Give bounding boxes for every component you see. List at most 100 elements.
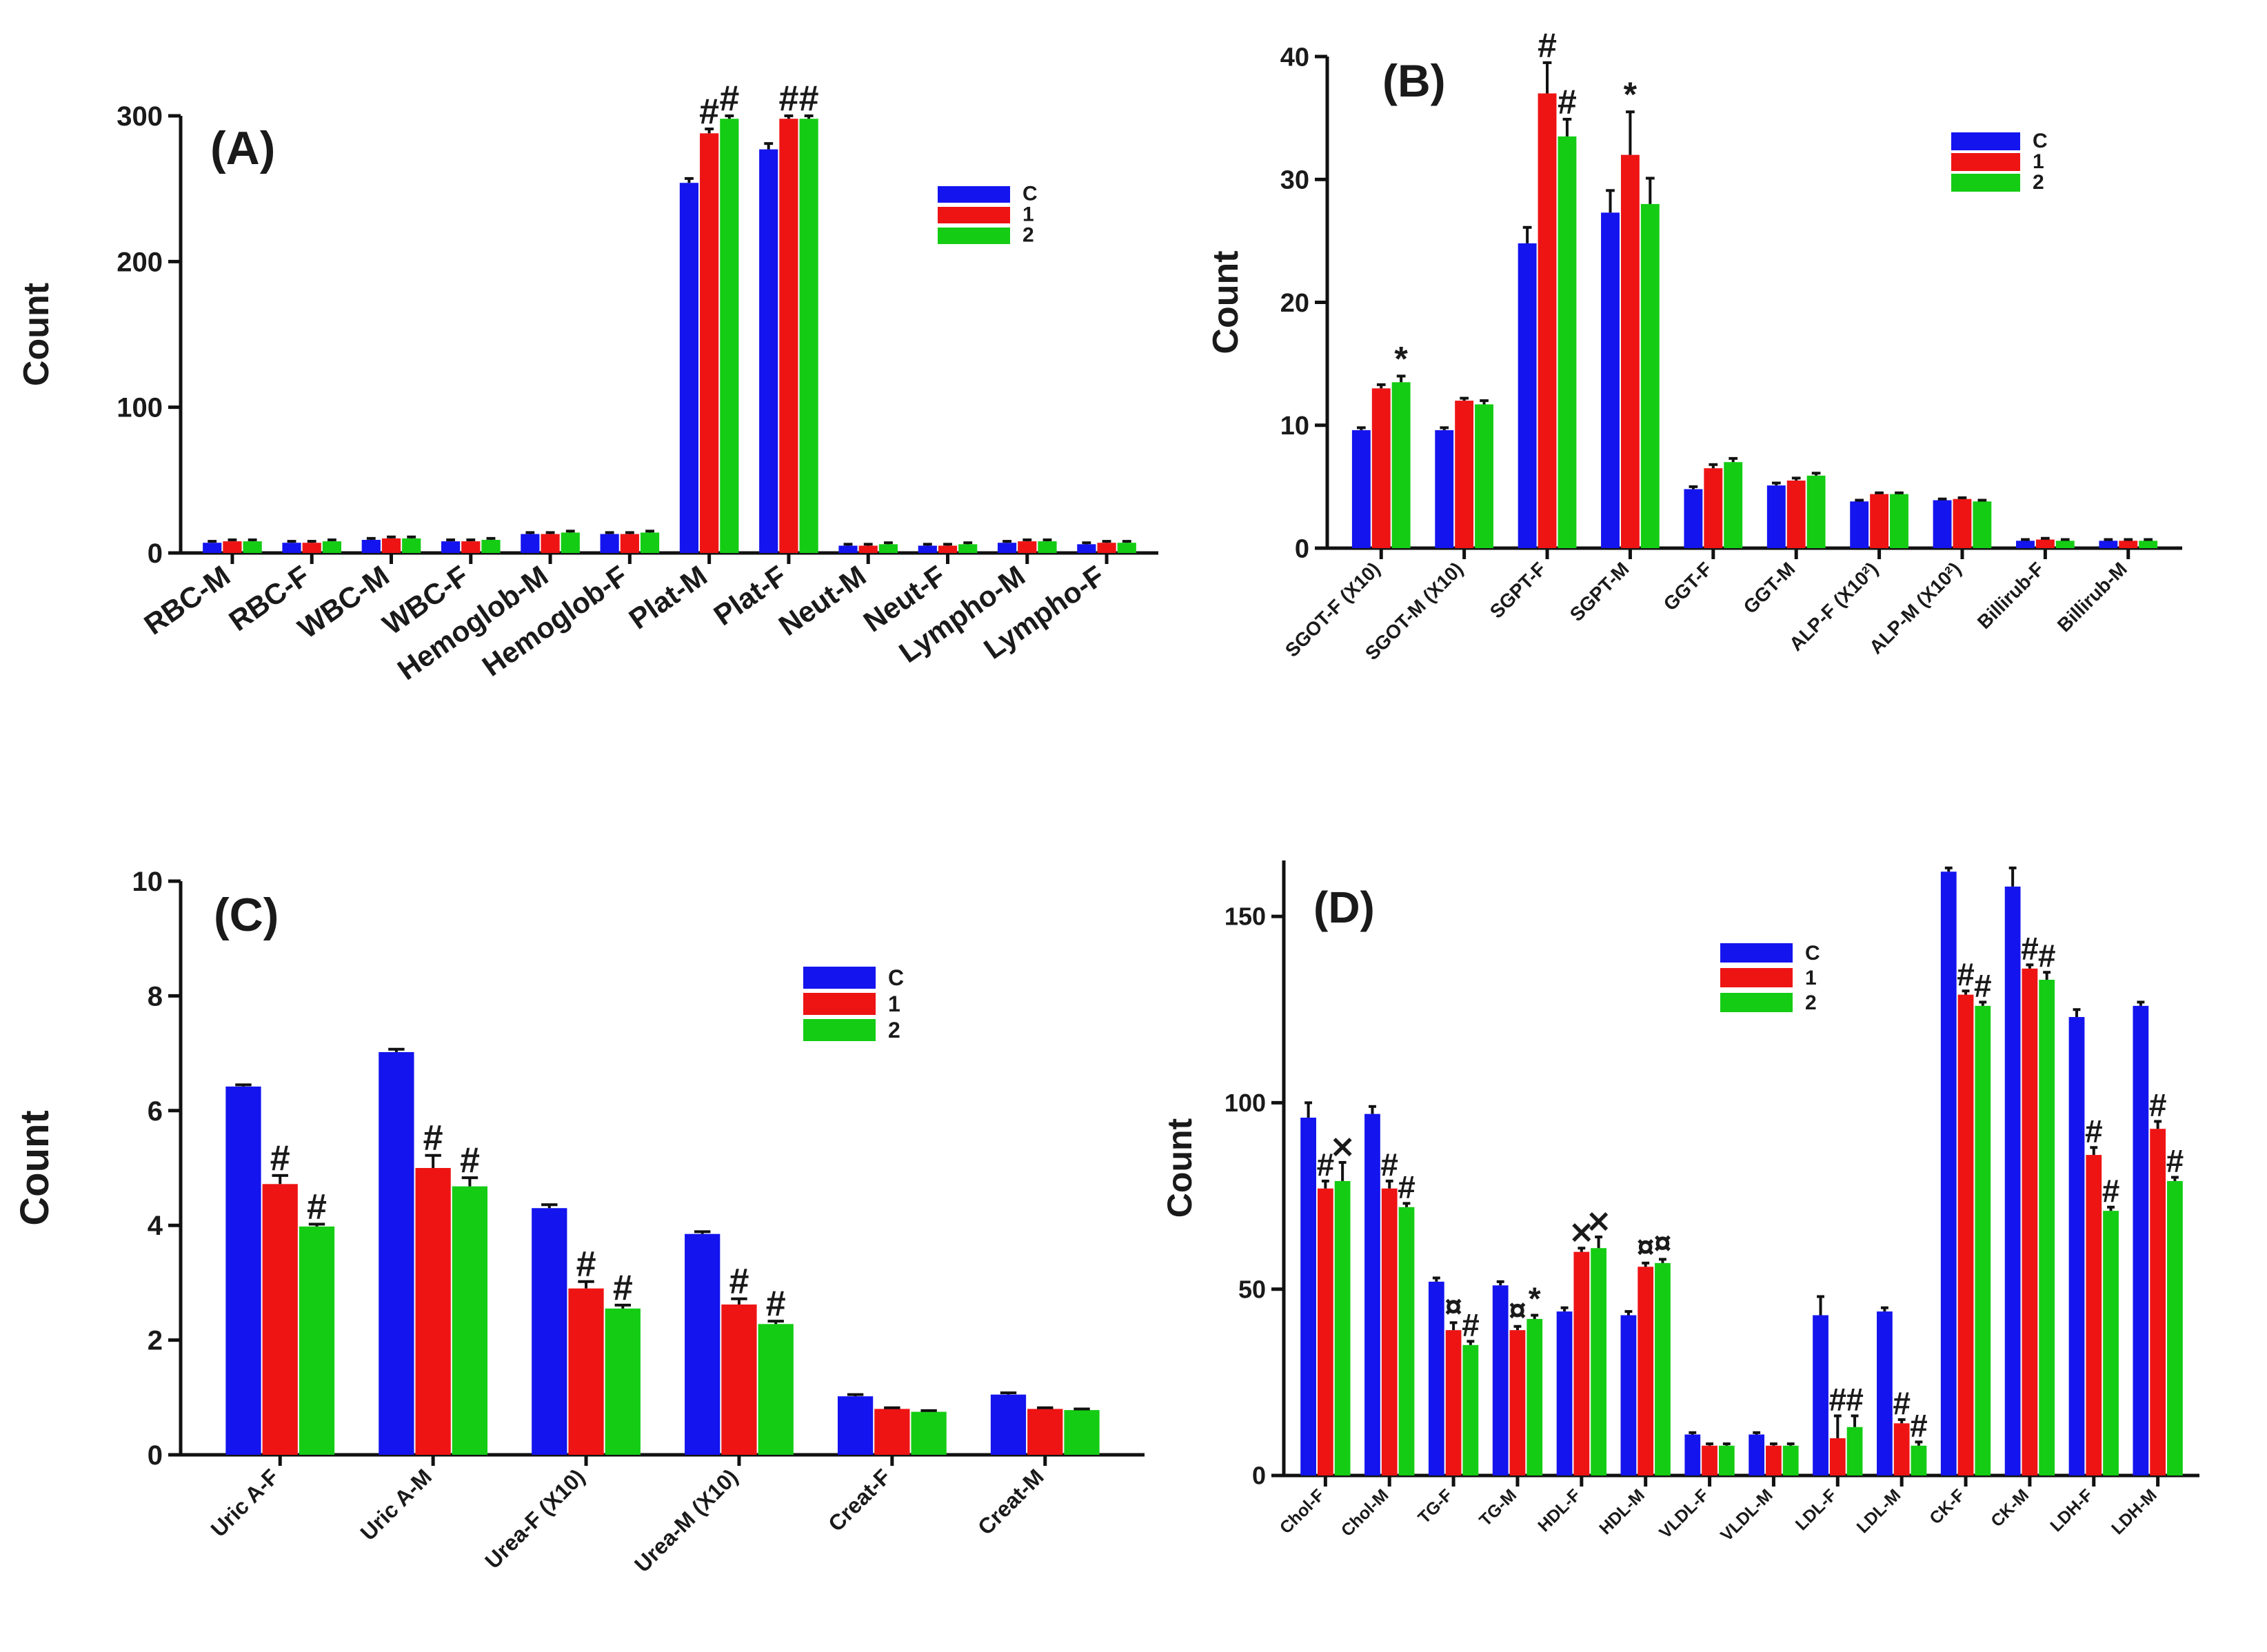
bar-tg-m-series-c	[1492, 1285, 1509, 1475]
bar-sgot-m-x10-series-c	[1435, 430, 1454, 548]
x-tick-label-urea-f-x10: Urea-F (X10)	[480, 1464, 590, 1573]
bar-urea-f-x10-series-c	[532, 1208, 567, 1455]
bar-ldh-f-series-c	[2068, 1017, 2085, 1475]
bar-billirub-f-series-2	[2055, 541, 2075, 548]
bar-urea-f-x10-series-1	[568, 1288, 604, 1455]
bar-uric-a-m-series-1	[415, 1168, 451, 1455]
bar-tg-m-series-1	[1509, 1330, 1526, 1475]
bar-hdl-m-series-1	[1638, 1267, 1654, 1475]
legend-label-c: C	[1022, 182, 1038, 205]
legend-swatch-1	[803, 993, 876, 1015]
bar-plat-m-series-c	[679, 183, 699, 553]
bar-sgot-f-x10-series-2	[1391, 382, 1411, 548]
bar-ldl-m-series-2	[1911, 1445, 1927, 1475]
x-tick-label-ggt-m: GGT-M	[1740, 558, 1800, 618]
y-axis-label: Count	[1160, 1118, 1199, 1218]
bar-urea-m-x10-series-c	[685, 1233, 721, 1455]
bar-tg-f-series-1	[1445, 1330, 1462, 1475]
legend-label-1: 1	[1022, 203, 1034, 225]
bar-plat-f-series-2	[799, 119, 818, 553]
bar-uric-a-f-series-c	[225, 1086, 261, 1455]
x-tick-label-vldl-m: VLDL-M	[1717, 1485, 1777, 1545]
legend-label-2: 2	[1805, 991, 1817, 1014]
x-tick-label-tg-m: TG-M	[1475, 1485, 1520, 1530]
bar-vldl-f-series-c	[1684, 1434, 1701, 1475]
y-tick-label: 150	[1225, 903, 1266, 931]
significance-marker: ⨯	[1329, 1128, 1356, 1164]
y-tick-label: 8	[148, 981, 163, 1011]
y-tick-label: 2	[148, 1326, 163, 1356]
bar-uric-a-f-series-2	[299, 1226, 335, 1455]
bar-alp-m-x10-series-c	[1933, 500, 1952, 548]
bar-rbc-f-series-c	[282, 543, 301, 553]
y-axis-label: Count	[1206, 250, 1246, 354]
bar-ck-m-series-2	[2039, 979, 2055, 1475]
x-tick-label-ldh-f: LDH-F	[2046, 1485, 2097, 1535]
significance-marker: #	[1538, 26, 1557, 65]
bar-tg-f-series-2	[1462, 1344, 1479, 1475]
significance-marker: #	[1829, 1382, 1847, 1418]
bar-sgot-f-x10-series-1	[1371, 388, 1391, 548]
bar-rbc-m-series-2	[243, 541, 262, 553]
x-tick-label-uric-a-m: Uric A-M	[355, 1464, 436, 1545]
bar-hdl-f-series-1	[1573, 1251, 1590, 1475]
bar-sgpt-m-series-c	[1601, 212, 1620, 548]
significance-marker: #	[2085, 1113, 2103, 1149]
significance-marker: #	[1893, 1385, 1911, 1421]
legend-swatch-2	[1720, 993, 1793, 1012]
legend: C12	[1720, 942, 1820, 1014]
bar-urea-f-x10-series-2	[605, 1308, 641, 1455]
legend-label-1: 1	[888, 991, 900, 1016]
bar-uric-a-f-series-1	[262, 1184, 298, 1455]
bar-creat-m-series-2	[1064, 1410, 1100, 1455]
legend-label-1: 1	[1805, 967, 1817, 989]
y-axis-label: Count	[17, 283, 57, 386]
bar-neut-f-series-c	[918, 545, 937, 553]
bar-ck-m-series-c	[2004, 886, 2021, 1475]
x-tick-label-ck-m: CK-M	[1987, 1485, 2033, 1531]
bar-ldl-f-series-c	[1813, 1315, 1828, 1475]
legend-swatch-1	[1720, 968, 1793, 987]
bar-rbc-f-series-2	[322, 541, 342, 553]
bar-alp-f-x10-series-c	[1850, 501, 1869, 548]
x-tick-label-plat-m: Plat-M	[623, 559, 713, 636]
bar-hdl-m-series-2	[1655, 1262, 1671, 1475]
significance-marker: *	[1624, 75, 1638, 114]
significance-marker: ⨯	[1585, 1202, 1612, 1238]
bar-ldh-m-series-2	[2167, 1180, 2183, 1475]
x-tick-label-urea-m-x10: Urea-M (X10)	[629, 1464, 743, 1577]
bar-urea-m-x10-series-2	[758, 1324, 794, 1455]
bar-uric-a-m-series-c	[379, 1051, 414, 1455]
significance-marker: #	[2102, 1173, 2120, 1209]
x-tick-label-ldl-f: LDL-F	[1792, 1485, 1841, 1534]
x-tick-label-uric-a-f: Uric A-F	[206, 1464, 284, 1542]
bar-hdl-m-series-c	[1620, 1315, 1637, 1475]
significance-marker: #	[766, 1284, 786, 1324]
x-tick-label-ldh-m: LDH-M	[2108, 1485, 2161, 1538]
chart-title: (D)	[1313, 883, 1375, 932]
significance-marker: ¤	[1654, 1225, 1672, 1260]
significance-marker: #	[699, 92, 719, 132]
bar-ldh-m-series-1	[2150, 1129, 2166, 1475]
bar-neut-f-series-2	[958, 544, 978, 553]
bar-neut-m-series-2	[878, 544, 898, 553]
y-tick-label: 200	[117, 247, 163, 277]
bar-chol-f-series-c	[1300, 1118, 1316, 1475]
significance-marker: #	[1558, 83, 1577, 121]
significance-marker: ¤	[1509, 1292, 1527, 1328]
bar-ck-m-series-1	[2022, 968, 2038, 1475]
bar-ggt-m-series-c	[1766, 485, 1786, 548]
significance-marker: #	[2038, 938, 2056, 974]
bar-chol-m-series-2	[1398, 1207, 1415, 1475]
bar-hdl-f-series-c	[1556, 1311, 1573, 1475]
y-tick-label: 0	[148, 1440, 163, 1471]
bar-hemoglob-m-series-2	[561, 532, 580, 553]
bar-hemoglob-f-series-c	[600, 534, 619, 553]
bar-creat-f-series-c	[837, 1396, 874, 1455]
significance-marker: ¤	[1637, 1229, 1655, 1265]
bar-plat-f-series-1	[779, 119, 798, 553]
x-tick-label-billirub-m: Billirub-M	[2053, 558, 2131, 636]
bar-vldl-f-series-1	[1702, 1445, 1717, 1475]
significance-marker: #	[307, 1187, 327, 1227]
significance-marker: #	[576, 1245, 596, 1285]
